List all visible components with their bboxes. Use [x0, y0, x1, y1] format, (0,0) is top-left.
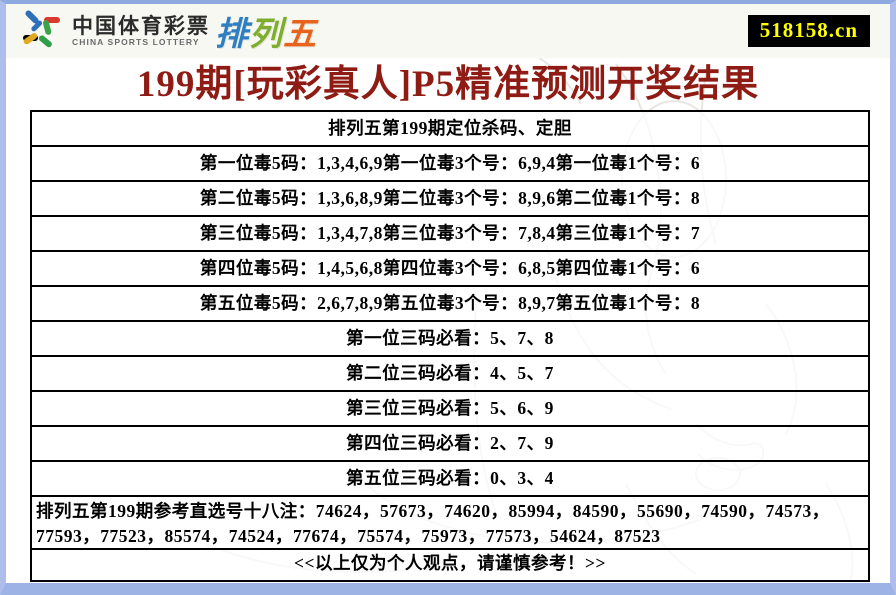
table-row-eighteen-picks: 排列五第199期参考直选号十八注：74624，57673，74620，85994…	[32, 497, 868, 550]
table-row: 第五位毒5码：2,6,7,8,9第五位毒3个号：8,9,7第五位毒1个号：8	[32, 287, 868, 322]
header: 中国体育彩票 CHINA SPORTS LOTTERY 排列五 518158.c…	[6, 4, 890, 58]
product-char: 五	[283, 15, 317, 52]
table-row: 第二位毒5码：1,3,6,8,9第二位毒3个号：8,9,6第二位毒1个号：8	[32, 182, 868, 217]
product-char: 排	[215, 15, 249, 52]
prediction-table: 排列五第199期定位杀码、定胆 第一位毒5码：1,3,4,6,9第一位毒3个号：…	[30, 110, 870, 582]
table-row-header: 排列五第199期定位杀码、定胆	[32, 112, 868, 147]
page-title: 199期[玩彩真人]P5精准预测开奖结果	[136, 64, 760, 105]
table-row: 第五位三码必看：0、3、4	[32, 462, 868, 497]
table-row-disclaimer: <<以上仅为个人观点，请谨慎参考！>>	[32, 550, 868, 580]
table-row: 第四位毒5码：1,4,5,6,8第四位毒3个号：6,8,5第四位毒1个号：6	[32, 252, 868, 287]
table-row: 第一位毒5码：1,3,4,6,9第一位毒3个号：6,9,4第一位毒1个号：6	[32, 147, 868, 182]
brand-name-english: CHINA SPORTS LOTTERY	[72, 36, 200, 47]
table-row: 第四位三码必看：2、7、9	[32, 427, 868, 462]
table-row: 第一位三码必看：5、7、8	[32, 322, 868, 357]
product-char: 列	[249, 15, 283, 52]
brand-text: 中国体育彩票 CHINA SPORTS LOTTERY	[72, 14, 210, 47]
product-name-pailiewu: 排列五	[215, 7, 317, 55]
table-row: 第二位三码必看：4、5、7	[32, 357, 868, 392]
brand-name-chinese: 中国体育彩票	[72, 14, 210, 38]
sports-lottery-logo-icon	[23, 10, 60, 48]
table-row: 第三位毒5码：1,3,4,7,8第三位毒3个号：7,8,4第三位毒1个号：7	[32, 217, 868, 252]
site-domain-badge: 518158.cn	[747, 15, 870, 47]
table-row: 第三位三码必看：5、6、9	[32, 392, 868, 427]
